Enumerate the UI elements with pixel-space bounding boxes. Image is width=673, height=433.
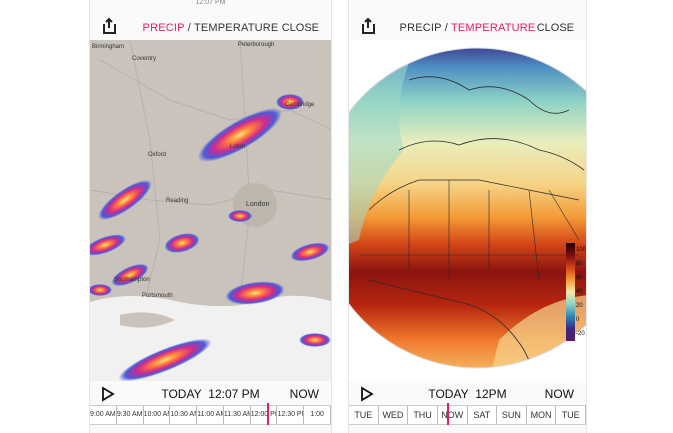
timeline-day[interactable]: THU — [408, 406, 438, 424]
map-label-oxford: Oxford — [148, 152, 166, 158]
legend-label: 20 — [576, 303, 583, 309]
precip-screen: 12:07 PM PRECIP / TEMPERATURE CLOSE — [89, 0, 332, 433]
top-bar: PRECIP / TEMPERATURE CLOSE — [349, 10, 586, 40]
now-button[interactable]: NOW — [289, 387, 319, 401]
legend-label: 0 — [576, 317, 580, 323]
legend-label: 80 — [576, 261, 583, 267]
mode-separator: / — [444, 22, 448, 34]
timeline-day[interactable]: SAT — [468, 406, 498, 424]
playback-controls: TODAY 12:07 PM NOW — [90, 381, 331, 405]
share-icon[interactable] — [100, 16, 120, 36]
now-button[interactable]: NOW — [544, 387, 574, 401]
legend-label: -20 — [576, 331, 585, 337]
legend-label: 40 — [576, 289, 583, 295]
timeline-tick[interactable]: 1:00 — [304, 406, 331, 424]
timeline-day[interactable]: MON — [527, 406, 557, 424]
timeline-day[interactable]: TUE — [349, 406, 379, 424]
map-label-birmingham: Birmingham — [92, 44, 124, 50]
temperature-screen: PRECIP / TEMPERATURE CLOSE — [348, 0, 587, 433]
today-label: TODAY — [161, 387, 202, 401]
map-label-reading: Reading — [166, 198, 188, 204]
mode-separator: / — [187, 22, 191, 34]
map-label-london: London — [246, 201, 269, 208]
map-label-southampton: Southampton — [114, 277, 150, 283]
mode-toggle: PRECIP / TEMPERATURE — [349, 22, 586, 34]
timeline-tick[interactable]: 10:30 AM — [170, 406, 198, 424]
timeline-needle[interactable] — [447, 403, 449, 425]
map-label-luton: Luton — [230, 144, 245, 150]
radar-map-graphic: Birmingham Coventry Peterborough Cambrid… — [90, 40, 331, 381]
map-label-cambridge: Cambridge — [285, 102, 315, 108]
timeline-tick[interactable]: 12:30 PM — [277, 406, 305, 424]
legend-color-scale — [566, 243, 575, 341]
map-label-portsmouth: Portsmouth — [142, 293, 173, 299]
close-button[interactable]: CLOSE — [281, 22, 319, 34]
temperature-globe-graphic — [349, 40, 586, 381]
legend-label: 60 — [576, 275, 583, 281]
map-label-coventry: Coventry — [132, 56, 156, 62]
share-icon[interactable] — [359, 16, 379, 36]
timeline-needle[interactable] — [267, 403, 269, 425]
play-icon[interactable] — [359, 386, 375, 402]
time-value: 12:07 PM — [208, 387, 260, 401]
temperature-tab[interactable]: TEMPERATURE — [450, 22, 536, 34]
legend-label: 100 — [576, 247, 587, 253]
top-bar: PRECIP / TEMPERATURE CLOSE — [90, 10, 331, 40]
playback-controls: TODAY 12PM NOW — [349, 381, 586, 405]
timeline-tick[interactable]: 9:00 AM — [90, 406, 117, 424]
temperature-legend: 100 80 60 40 20 0 -20 — [566, 243, 587, 341]
timeline-day[interactable]: NOW — [438, 406, 468, 424]
timeline-tick[interactable]: 11:00 AM — [197, 406, 224, 424]
play-icon[interactable] — [100, 386, 116, 402]
status-bar-time: 12:07 PM — [195, 0, 226, 6]
timeline-day[interactable]: WED — [379, 406, 409, 424]
timeline-tick[interactable]: 11:30 AM — [224, 406, 251, 424]
temperature-tab[interactable]: TEMPERATURE — [193, 22, 279, 34]
day-scrubber[interactable]: TUE WED THU NOW SAT SUN MON TUE — [349, 405, 586, 425]
timeline-day[interactable]: TUE — [556, 406, 586, 424]
timeline-tick[interactable]: 10:00 AM — [144, 406, 171, 424]
precip-tab[interactable]: PRECIP — [399, 22, 442, 34]
map-label-peterborough: Peterborough — [238, 42, 274, 48]
temperature-globe-map[interactable] — [349, 40, 586, 381]
today-label: TODAY — [428, 387, 469, 401]
precip-radar-map[interactable]: Birmingham Coventry Peterborough Cambrid… — [90, 40, 331, 381]
close-button[interactable]: CLOSE — [536, 22, 574, 34]
time-scrubber[interactable]: 9:00 AM 9:30 AM 10:00 AM 10:30 AM 11:00 … — [90, 405, 331, 425]
time-value: 12PM — [475, 387, 507, 401]
mode-toggle: PRECIP / TEMPERATURE — [90, 22, 331, 34]
timeline-tick[interactable]: 12:00 PM — [251, 406, 278, 424]
precip-tab[interactable]: PRECIP — [142, 22, 185, 34]
timeline-day[interactable]: SUN — [497, 406, 527, 424]
timeline-tick[interactable]: 9:30 AM — [117, 406, 144, 424]
